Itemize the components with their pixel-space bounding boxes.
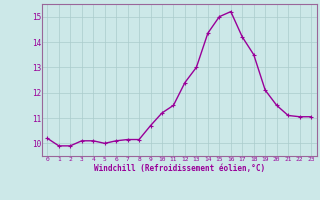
X-axis label: Windchill (Refroidissement éolien,°C): Windchill (Refroidissement éolien,°C) [94,164,265,173]
